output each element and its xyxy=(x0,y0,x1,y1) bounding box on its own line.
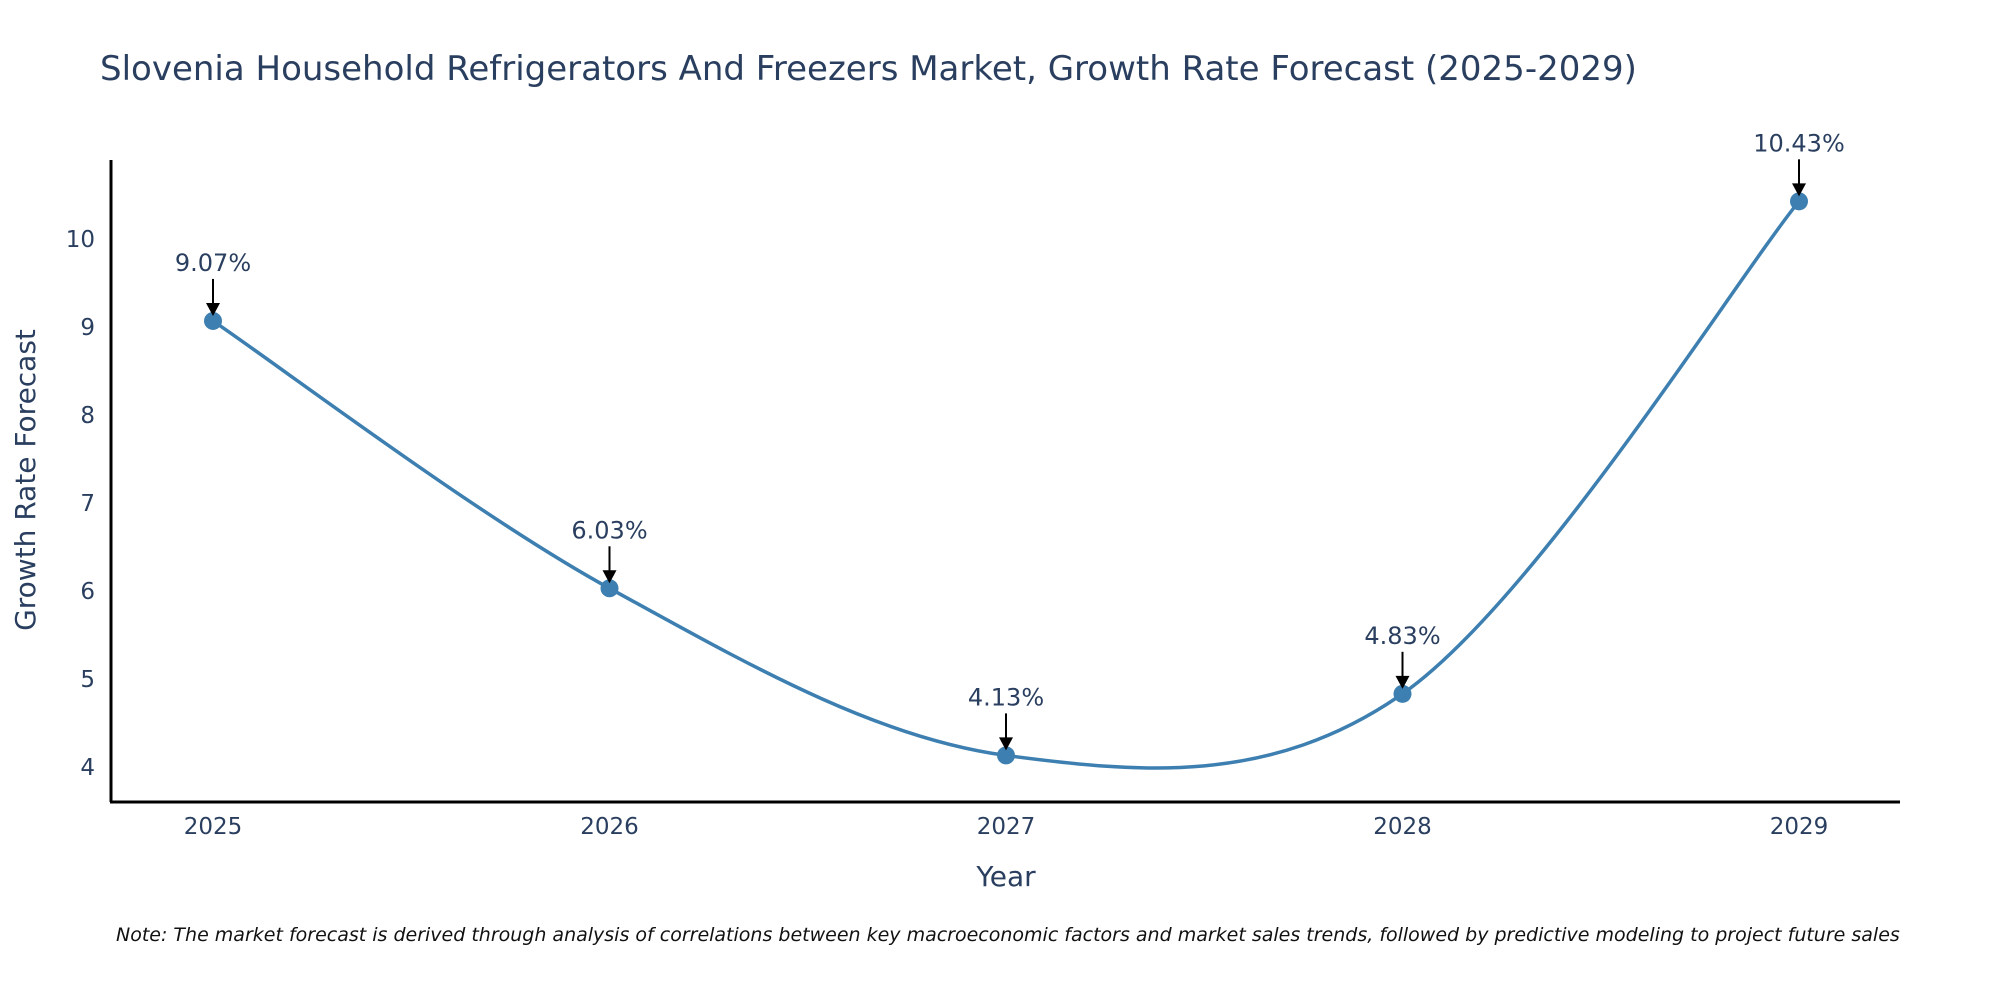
data-point-2026 xyxy=(600,579,619,598)
series-line xyxy=(212,200,1801,770)
x-axis-ticks: 2025 2026 2027 2028 2029 xyxy=(184,814,1829,840)
x-tick-label: 2028 xyxy=(1373,814,1432,840)
annotation-arrowhead xyxy=(1395,675,1410,689)
x-tick-label: 2026 xyxy=(580,814,639,840)
data-label: 9.07% xyxy=(175,249,251,277)
data-point-2025 xyxy=(204,311,222,330)
y-tick-label: 8 xyxy=(80,403,95,429)
annotation-arrowhead xyxy=(1792,183,1806,197)
x-tick-label: 2027 xyxy=(977,814,1036,840)
data-label: 4.83% xyxy=(1364,622,1440,650)
y-tick-label: 9 xyxy=(80,315,95,341)
annotation-arrowhead xyxy=(999,737,1013,751)
y-tick-label: 5 xyxy=(80,667,95,693)
y-axis-ticks: 4 5 6 7 8 9 10 xyxy=(66,227,95,781)
x-tick-label: 2029 xyxy=(1770,814,1829,840)
data-label: 6.03% xyxy=(571,516,647,544)
data-label: 10.43% xyxy=(1753,129,1845,157)
y-tick-label: 4 xyxy=(80,755,95,781)
data-markers xyxy=(204,192,1808,765)
data-point-2029 xyxy=(1790,192,1808,211)
data-annotations: 9.07% 6.03% 4.13% 4.83% 10.43% xyxy=(175,129,1845,751)
y-axis-title: Growth Rate Forecast xyxy=(9,329,42,631)
annotation-arrowhead xyxy=(206,302,220,316)
y-tick-label: 7 xyxy=(80,491,95,517)
data-label: 4.13% xyxy=(968,683,1044,711)
x-axis-title: Year xyxy=(975,860,1036,893)
y-tick-label: 6 xyxy=(80,579,95,605)
y-tick-label: 10 xyxy=(66,227,95,253)
data-point-2027 xyxy=(997,746,1015,765)
x-tick-label: 2025 xyxy=(184,814,243,840)
chart-title: Slovenia Household Refrigerators And Fre… xyxy=(100,49,1637,89)
data-point-2028 xyxy=(1393,684,1412,703)
annotation-arrowhead xyxy=(602,570,617,584)
footnote: Note: The market forecast is derived thr… xyxy=(116,924,1900,946)
